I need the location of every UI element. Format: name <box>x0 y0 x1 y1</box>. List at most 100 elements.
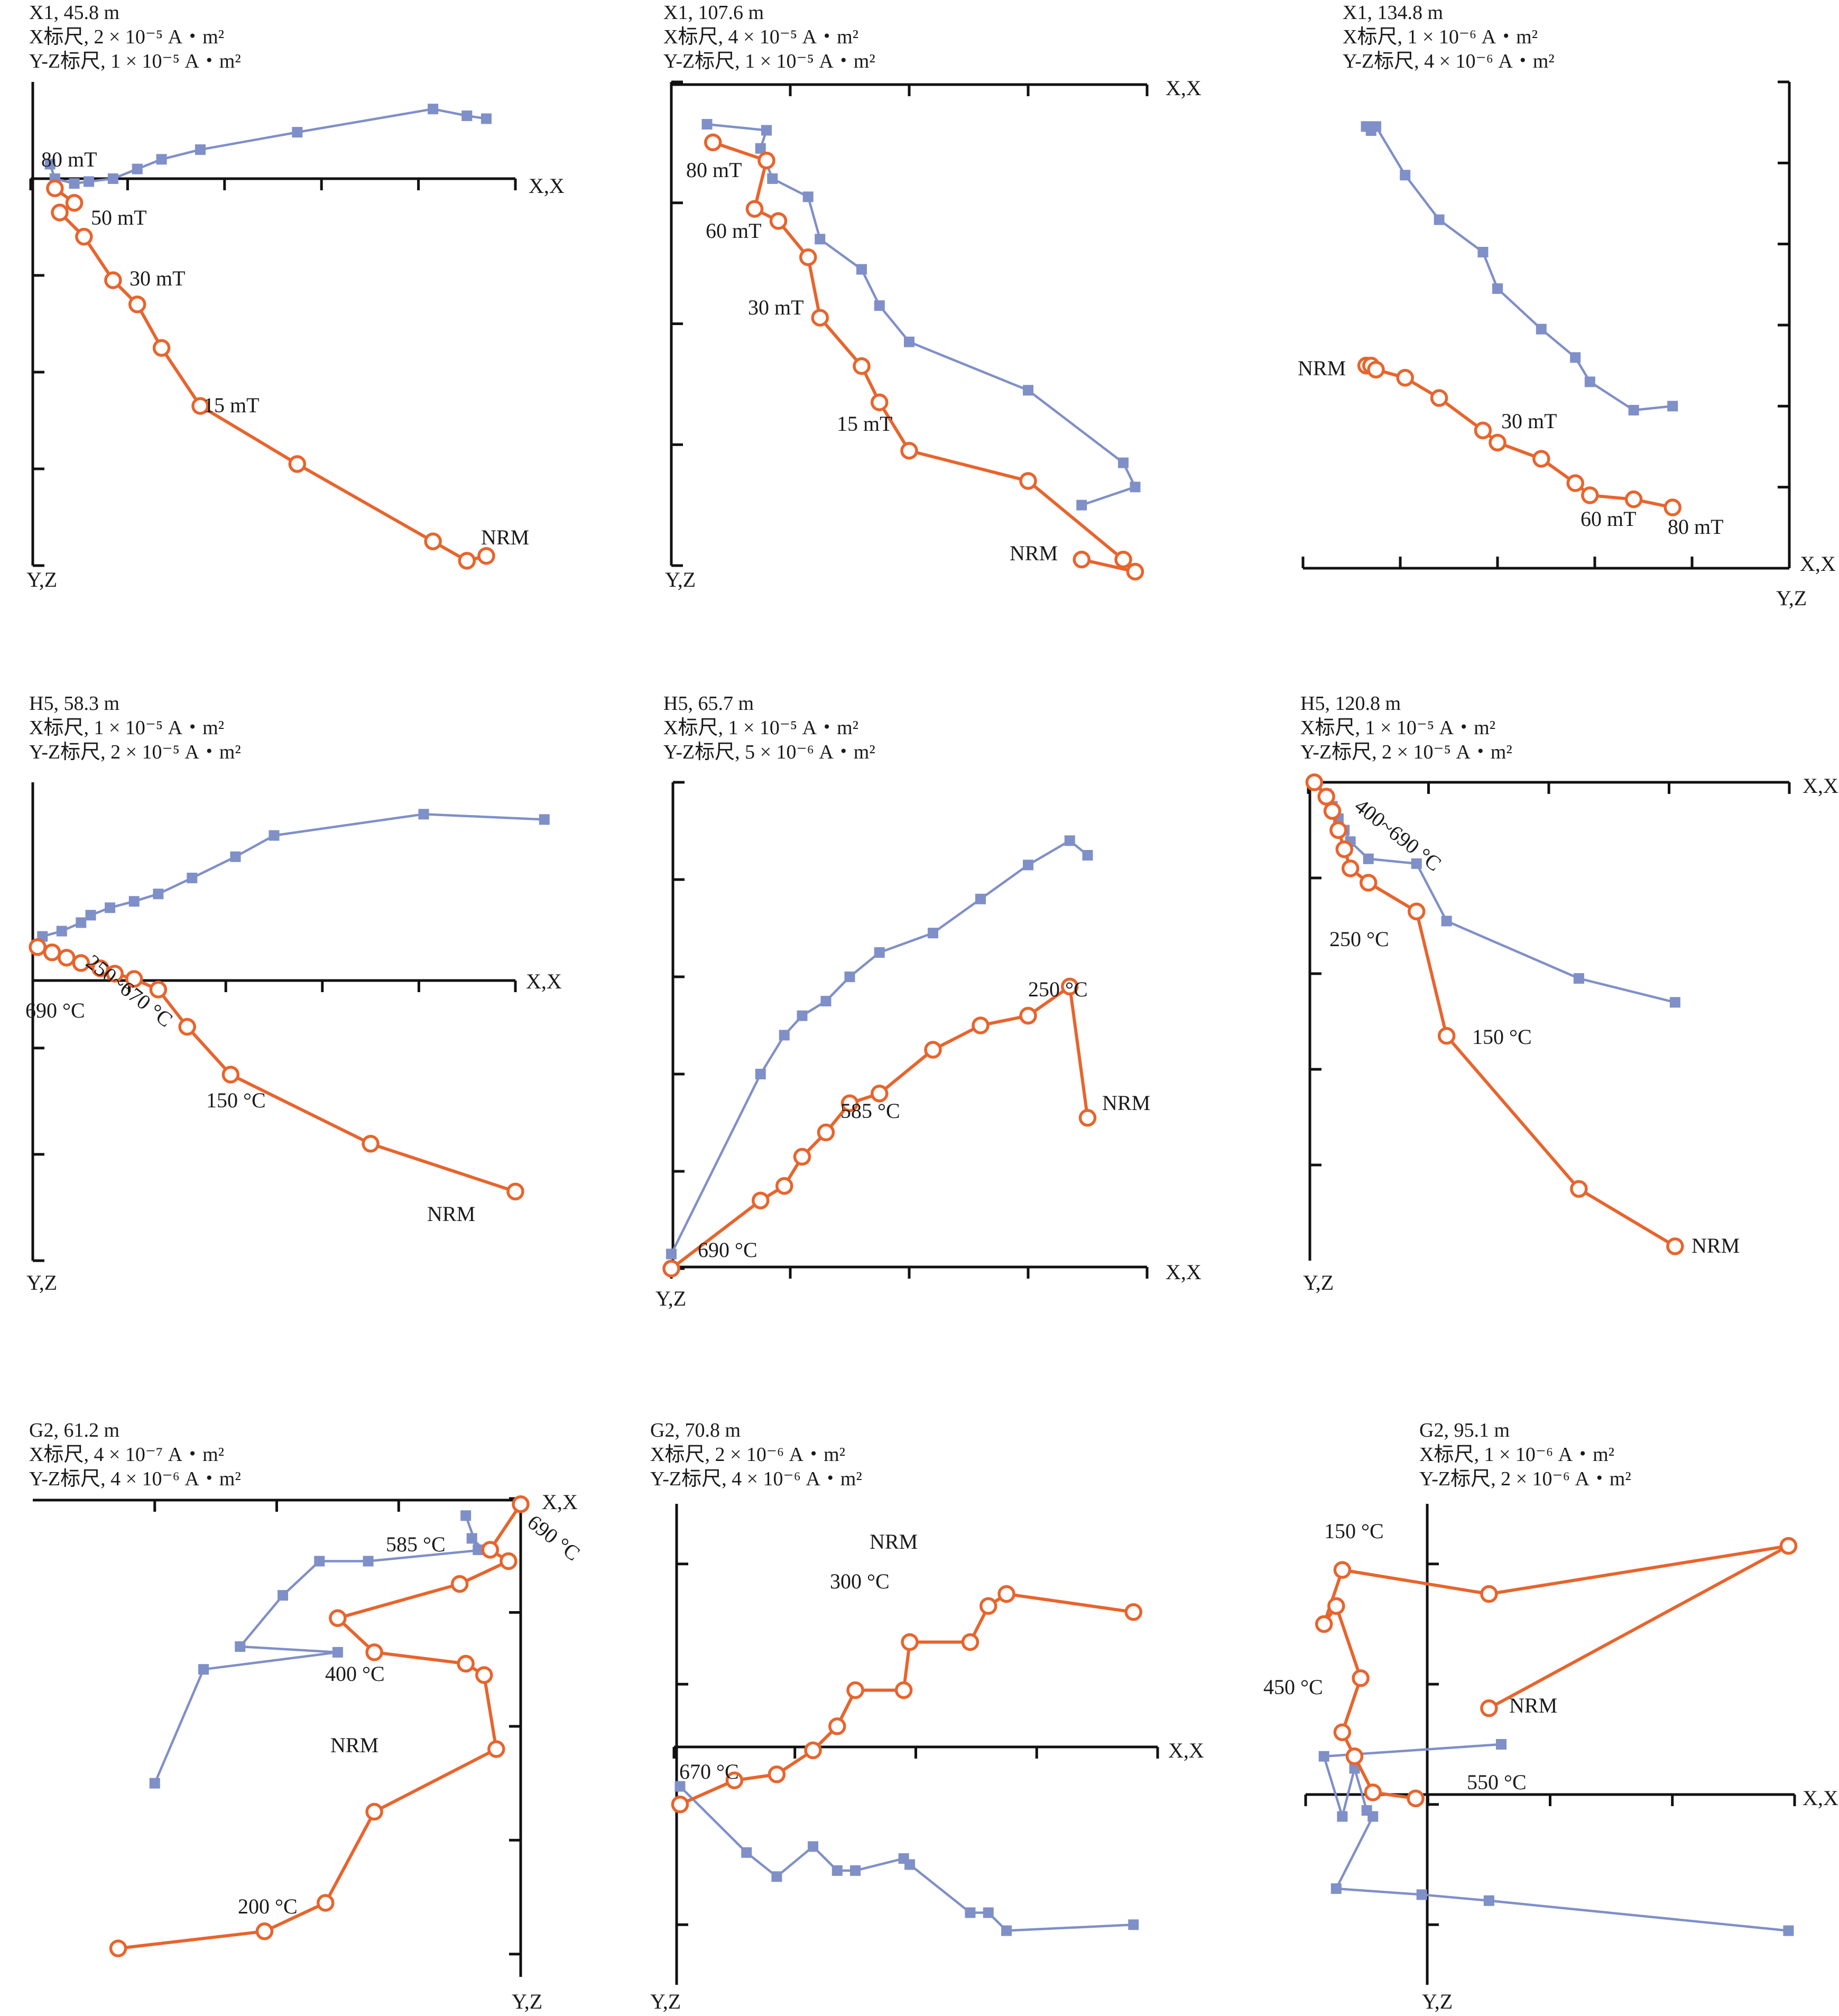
vertical-point <box>75 228 93 246</box>
vertical-projection-line <box>54 187 487 562</box>
horizontal-point <box>314 1556 325 1567</box>
horizontal-point <box>195 144 206 155</box>
vertical-point <box>1570 1180 1588 1198</box>
horizontal-point <box>56 926 67 937</box>
horizontal-point <box>1584 376 1595 387</box>
horizontal-point <box>1416 1889 1427 1900</box>
plot-title-line: G2, 95.1 m <box>1419 1419 1510 1441</box>
horizontal-point <box>808 1841 819 1852</box>
plot-title-line: G2, 61.2 m <box>29 1419 119 1441</box>
horizontal-point <box>1001 1925 1012 1936</box>
vertical-point <box>317 1894 335 1912</box>
horizontal-point <box>428 104 439 115</box>
vertical-point <box>811 309 829 327</box>
vertical-point <box>1430 389 1448 407</box>
horizontal-point <box>874 947 885 958</box>
horizontal-projection-line <box>1365 125 1673 412</box>
yz-axis-label: Y,Z <box>1303 1271 1334 1294</box>
vertical-point <box>1360 874 1378 892</box>
horizontal-point <box>975 893 986 904</box>
vertical-point <box>1329 821 1347 839</box>
vertical-point <box>1666 1237 1684 1255</box>
vertical-point <box>128 295 146 313</box>
horizontal-point <box>983 1907 994 1918</box>
vertical-point <box>972 1016 990 1034</box>
horizontal-point <box>84 176 95 187</box>
horizontal-point <box>1496 1739 1507 1750</box>
yz-axis-label: Y,Z <box>26 568 57 591</box>
vertical-point <box>745 200 764 218</box>
vertical-point <box>1396 368 1414 387</box>
step-label: 80 mT <box>41 147 97 171</box>
horizontal-point <box>755 1069 766 1079</box>
horizontal-point <box>1400 170 1411 181</box>
vertical-point <box>1124 1603 1142 1621</box>
vertical-point <box>365 1643 383 1661</box>
step-label: 550 °C <box>1467 1770 1527 1794</box>
horizontal-point <box>230 851 241 862</box>
vertical-point <box>288 455 307 473</box>
vertical-point <box>109 1939 127 1957</box>
vertical-point <box>1489 433 1507 452</box>
step-label: NRM <box>1298 356 1346 380</box>
vertical-point <box>961 1633 979 1651</box>
vertical-point <box>104 271 122 289</box>
vertical-point <box>65 194 84 212</box>
plot-title-line: X标尺, 1 × 10⁻⁶ A・m² <box>1419 1444 1614 1466</box>
plot-title-line: X标尺, 1 × 10⁻⁵ A・m² <box>663 717 858 739</box>
step-label: 585 °C <box>386 1532 446 1556</box>
vertical-point <box>46 179 64 198</box>
horizontal-point <box>1371 121 1381 132</box>
zijderveld-plot-8: G2, 70.8 m X标尺, 2 × 10⁻⁶ A・m²Y-Z标尺, 4 × 1… <box>650 1419 1204 2013</box>
horizontal-point <box>69 178 80 189</box>
step-label: 15 mT <box>204 393 260 417</box>
horizontal-point <box>779 1030 790 1041</box>
vertical-point <box>1317 788 1335 806</box>
vertical-point <box>1019 472 1037 490</box>
vertical-point <box>1327 1597 1345 1615</box>
vertical-point <box>457 1654 475 1673</box>
vertical-point <box>662 1260 680 1278</box>
vertical-point <box>1664 498 1681 516</box>
vertical-point <box>221 1066 240 1084</box>
plot-title-line: Y-Z标尺, 1 × 10⁻⁵ A・m² <box>29 50 241 72</box>
vertical-point <box>1333 1561 1352 1579</box>
vertical-point <box>29 938 47 956</box>
vertical-point <box>1333 1723 1352 1741</box>
vertical-point <box>894 1681 913 1699</box>
vertical-point <box>450 1575 469 1593</box>
horizontal-point <box>1082 850 1093 861</box>
plot-title-line: X标尺, 1 × 10⁻⁵ A・m² <box>29 717 224 739</box>
vertical-point <box>671 1796 689 1814</box>
vertical-point <box>817 1123 835 1142</box>
vertical-point <box>1019 1006 1037 1025</box>
plot-title-line: Y-Z标尺, 1 × 10⁻⁵ A・m² <box>663 50 875 72</box>
vertical-point <box>1407 1789 1425 1808</box>
vertical-point <box>1624 490 1643 508</box>
horizontal-point <box>831 1865 843 1876</box>
horizontal-point <box>1130 482 1141 493</box>
vertical-point <box>1078 1109 1097 1127</box>
horizontal-point <box>460 1510 472 1521</box>
x-axis-label: X,X <box>1168 1738 1204 1762</box>
horizontal-point <box>856 264 867 275</box>
horizontal-point <box>666 1249 677 1260</box>
horizontal-point <box>844 972 855 982</box>
vertical-point <box>72 954 90 972</box>
vertical-point <box>1532 450 1550 468</box>
horizontal-point <box>418 809 429 820</box>
step-label: 150 °C <box>1324 1519 1384 1543</box>
vertical-point <box>487 1740 505 1758</box>
horizontal-point <box>1330 1883 1342 1894</box>
vertical-point <box>1779 1537 1798 1555</box>
vertical-point <box>58 949 76 967</box>
vertical-point <box>362 1135 380 1153</box>
step-label: 690 °C <box>698 1238 757 1262</box>
vertical-point <box>149 981 168 998</box>
vertical-point <box>477 547 495 565</box>
vertical-point <box>853 357 871 375</box>
plot-title-line: H5, 120.8 m <box>1300 692 1401 715</box>
